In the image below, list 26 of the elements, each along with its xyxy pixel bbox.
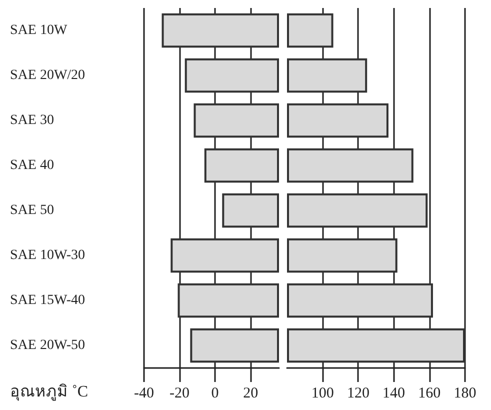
x-tick-label: 160 [418, 386, 441, 402]
x-tick-label: 140 [382, 386, 406, 402]
y-tick-label: SAE 20W/20 [10, 68, 86, 83]
x-tick-label: 120 [346, 386, 370, 402]
y-tick-label: SAE 10W-30 [10, 248, 86, 263]
y-tick-label: SAE 10W [10, 23, 68, 38]
y-tick-label: SAE 40 [10, 158, 54, 173]
x-tick-label: -20 [170, 386, 190, 402]
x-tick-label: -40 [134, 386, 154, 402]
y-tick-label: SAE 15W-40 [10, 293, 86, 308]
x-tick-label: 100 [311, 386, 334, 402]
y-tick-label: SAE 30 [10, 113, 54, 128]
x-tick-label: 20 [243, 386, 258, 402]
bar [287, 238, 398, 273]
bar [287, 193, 428, 228]
y-tick-label: SAE 50 [10, 203, 54, 218]
bar [287, 103, 388, 138]
bar [287, 13, 334, 48]
bar [287, 58, 368, 93]
x-tick-label: 180 [454, 386, 476, 402]
bar [287, 148, 414, 183]
y-tick-label: SAE 20W-50 [10, 338, 86, 353]
bar [287, 283, 433, 318]
x-tick-label: 0 [211, 386, 219, 402]
bar [287, 328, 465, 363]
x-axis-title: อุณหภูมิ ˚C [10, 384, 88, 402]
